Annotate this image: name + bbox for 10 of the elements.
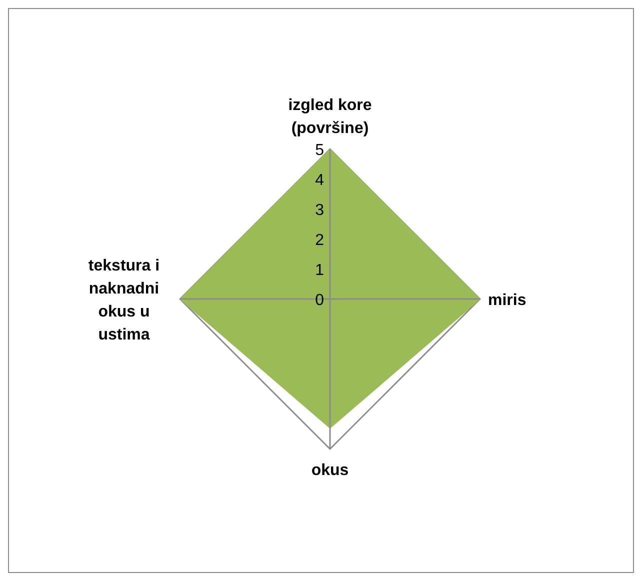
y-tick-label: 5 bbox=[315, 142, 324, 159]
spoke-label: izgled kore (površine) bbox=[288, 97, 372, 137]
y-tick-label: 3 bbox=[315, 202, 324, 219]
y-tick-label: 4 bbox=[315, 172, 324, 189]
y-tick-label: 2 bbox=[315, 232, 324, 249]
spoke-label: okus bbox=[311, 462, 349, 479]
spoke-label: tekstura i naknadni okus u ustima bbox=[88, 258, 160, 344]
spoke-label: miris bbox=[488, 292, 526, 309]
y-tick-label: 1 bbox=[315, 262, 324, 279]
y-tick-label: 0 bbox=[315, 292, 324, 309]
